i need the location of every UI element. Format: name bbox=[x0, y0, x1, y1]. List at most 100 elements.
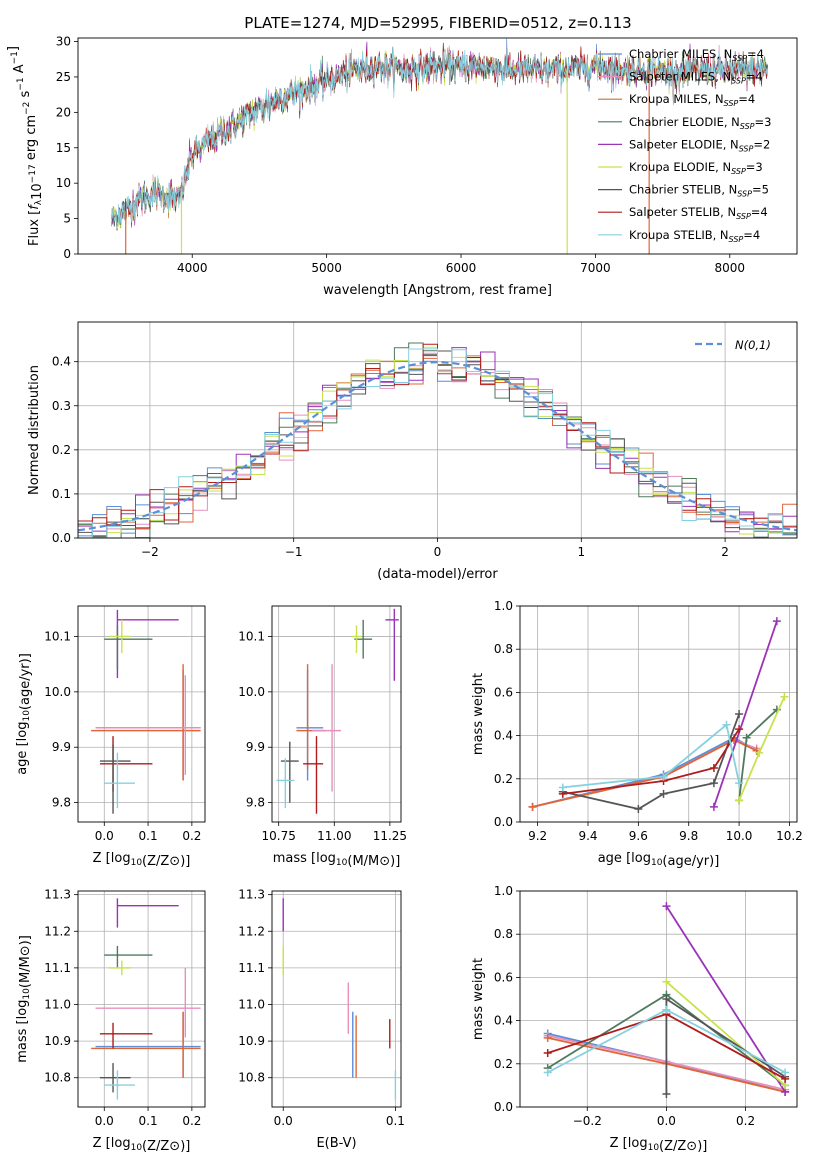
y-axis-label: Normed distribution bbox=[27, 365, 42, 495]
y-tick-label: 11.2 bbox=[44, 924, 71, 938]
y-tick-label: 10.9 bbox=[44, 1034, 71, 1048]
y-tick-label: 11.3 bbox=[238, 888, 265, 902]
axis-label: E(B-V) bbox=[316, 1136, 356, 1151]
axis-label: mass [log10(M/M⊙)] bbox=[273, 851, 401, 869]
y-tick-label: 0.2 bbox=[494, 1057, 513, 1071]
weight-point-marker bbox=[659, 789, 668, 798]
axes-frame bbox=[77, 605, 206, 823]
axes-frame bbox=[271, 890, 402, 1108]
gaussian-reference-curve bbox=[77, 360, 798, 532]
y-tick-label: 9.8 bbox=[52, 796, 71, 810]
y-tick-label: 5 bbox=[63, 212, 71, 226]
x-tick-label: 0.1 bbox=[139, 1114, 158, 1128]
y-tick-label: 30 bbox=[56, 35, 71, 49]
y-tick-label: 0.1 bbox=[52, 487, 71, 501]
weight-series-line bbox=[562, 728, 740, 795]
x-tick-label: 7000 bbox=[580, 261, 611, 275]
y-tick-label: 20 bbox=[56, 105, 71, 119]
weight-point-marker bbox=[735, 779, 744, 788]
y-tick-label: 10 bbox=[56, 176, 71, 190]
x-tick-label: 1 bbox=[577, 545, 585, 559]
legend-entry: N(0,1) bbox=[735, 338, 771, 352]
weight-point-marker bbox=[543, 1049, 552, 1057]
y-tick-label: 0.4 bbox=[52, 355, 71, 369]
x-tick-label: 6000 bbox=[446, 261, 477, 275]
y-tick-label: 11.3 bbox=[44, 888, 71, 902]
panel-mass_vs_ebv: 0.0 0.1 10.8 10.9 11.0 11.1 11.2 11.3 E(B-V) bbox=[238, 888, 405, 1151]
weight-point-marker bbox=[722, 720, 731, 729]
x-tick-label: 0.0 bbox=[274, 1114, 293, 1128]
legend-entry: Kroupa ELODIE, NSSP=3 bbox=[629, 160, 763, 176]
weight-point-marker bbox=[634, 805, 643, 814]
y-tick-label: 10.0 bbox=[44, 685, 71, 699]
y-axis-label: mass weight bbox=[471, 958, 486, 1040]
panel-spectrum: 4000 5000 6000 7000 8000 0 5 10 15 20 25 30 Chabrier… bbox=[6, 35, 798, 298]
x-tick-label: 0.1 bbox=[386, 1114, 405, 1128]
x-tick-label: 0.2 bbox=[182, 829, 201, 843]
y-tick-label: 0.6 bbox=[494, 970, 513, 984]
x-tick-label: −0.2 bbox=[573, 1114, 602, 1128]
axes-frame bbox=[77, 37, 798, 255]
x-tick-label: 11.25 bbox=[373, 829, 407, 843]
x-axis-label: wavelength [Angstrom, rest frame] bbox=[323, 283, 552, 298]
axes-frame bbox=[77, 321, 798, 539]
panel-age_vs_Z: 0.0 0.1 0.2 9.8 9.9 10.0 10.1 Z [log10(Z/Z⊙)] ag… bbox=[15, 605, 206, 869]
axis-label: age [log10(age/yr)] bbox=[15, 653, 33, 775]
y-tick-label: 0.6 bbox=[494, 685, 513, 699]
axes-frame bbox=[77, 890, 206, 1108]
weight-point-marker bbox=[659, 772, 668, 781]
panel-mass_vs_Z: 0.0 0.1 0.2 10.8 10.9 11.0 11.1 11.2 11.3 Z [log1… bbox=[15, 888, 206, 1154]
weight-point-marker bbox=[755, 748, 764, 757]
x-axis-label: (data-model)/error bbox=[377, 567, 498, 582]
y-tick-label: 0.0 bbox=[494, 815, 513, 829]
legend-entry: Salpeter STELIB, NSSP=4 bbox=[629, 205, 768, 221]
weight-point-marker bbox=[735, 796, 744, 805]
x-tick-label: 0.2 bbox=[182, 1114, 201, 1128]
y-tick-label: 0.2 bbox=[52, 443, 71, 457]
legend-entry: Chabrier STELIB, NSSP=5 bbox=[629, 183, 769, 199]
y-tick-label: 10.1 bbox=[238, 629, 265, 643]
x-tick-label: 10.0 bbox=[726, 829, 753, 843]
axis-label: Z [log10(Z/Z⊙)] bbox=[93, 851, 191, 869]
legend-entry: Kroupa MILES, NSSP=4 bbox=[629, 92, 755, 108]
weight-series-line bbox=[562, 723, 740, 789]
y-tick-label: 0.3 bbox=[52, 399, 71, 413]
weight-point-marker bbox=[742, 733, 751, 742]
weight-point-marker bbox=[735, 710, 744, 718]
x-tick-label: 9.4 bbox=[578, 829, 597, 843]
y-tick-label: 0 bbox=[63, 247, 71, 261]
legend-entry: Salpeter ELODIE, NSSP=2 bbox=[629, 137, 770, 153]
y-tick-label: 10.0 bbox=[238, 685, 265, 699]
weight-series-line bbox=[532, 738, 758, 808]
legend-entry: Kroupa STELIB, NSSP=4 bbox=[629, 228, 760, 244]
x-tick-label: 10.2 bbox=[776, 829, 803, 843]
axis-label: Z [log10(Z/Z⊙)] bbox=[610, 1136, 708, 1154]
axis-label: Z [log10(Z/Z⊙)] bbox=[93, 1136, 191, 1154]
x-tick-label: 0 bbox=[434, 545, 442, 559]
y-tick-label: 10.8 bbox=[44, 1071, 71, 1085]
legend-entry: Chabrier MILES, NSSP=4 bbox=[629, 47, 764, 63]
y-tick-label: 9.9 bbox=[52, 740, 71, 754]
axes-frame bbox=[271, 605, 402, 823]
x-tick-label: 8000 bbox=[715, 261, 746, 275]
y-tick-label: 0.0 bbox=[52, 531, 71, 545]
y-tick-label: 15 bbox=[56, 141, 71, 155]
weight-point-marker bbox=[543, 1068, 552, 1077]
weight-point-marker bbox=[528, 802, 537, 811]
y-tick-label: 11.0 bbox=[238, 997, 265, 1011]
weight-point-marker bbox=[662, 977, 671, 986]
weight-point-marker bbox=[662, 902, 671, 911]
x-tick-label: 5000 bbox=[311, 261, 342, 275]
weight-point-marker bbox=[662, 1090, 671, 1099]
axis-label: Flux [fλ10−17 erg cm−2 s−1 A−1] bbox=[6, 46, 45, 246]
weight-series-line bbox=[562, 713, 740, 810]
y-tick-label: 10.1 bbox=[44, 629, 71, 643]
spectrum-series-line bbox=[111, 46, 768, 229]
weight-point-marker bbox=[662, 995, 671, 1003]
legend-entry: Salpeter MILES, NSSP=4 bbox=[629, 70, 763, 86]
weight-point-marker bbox=[772, 617, 781, 626]
weight-series-line bbox=[713, 620, 778, 808]
axes-frame bbox=[519, 890, 798, 1108]
y-tick-label: 0.8 bbox=[494, 927, 513, 941]
